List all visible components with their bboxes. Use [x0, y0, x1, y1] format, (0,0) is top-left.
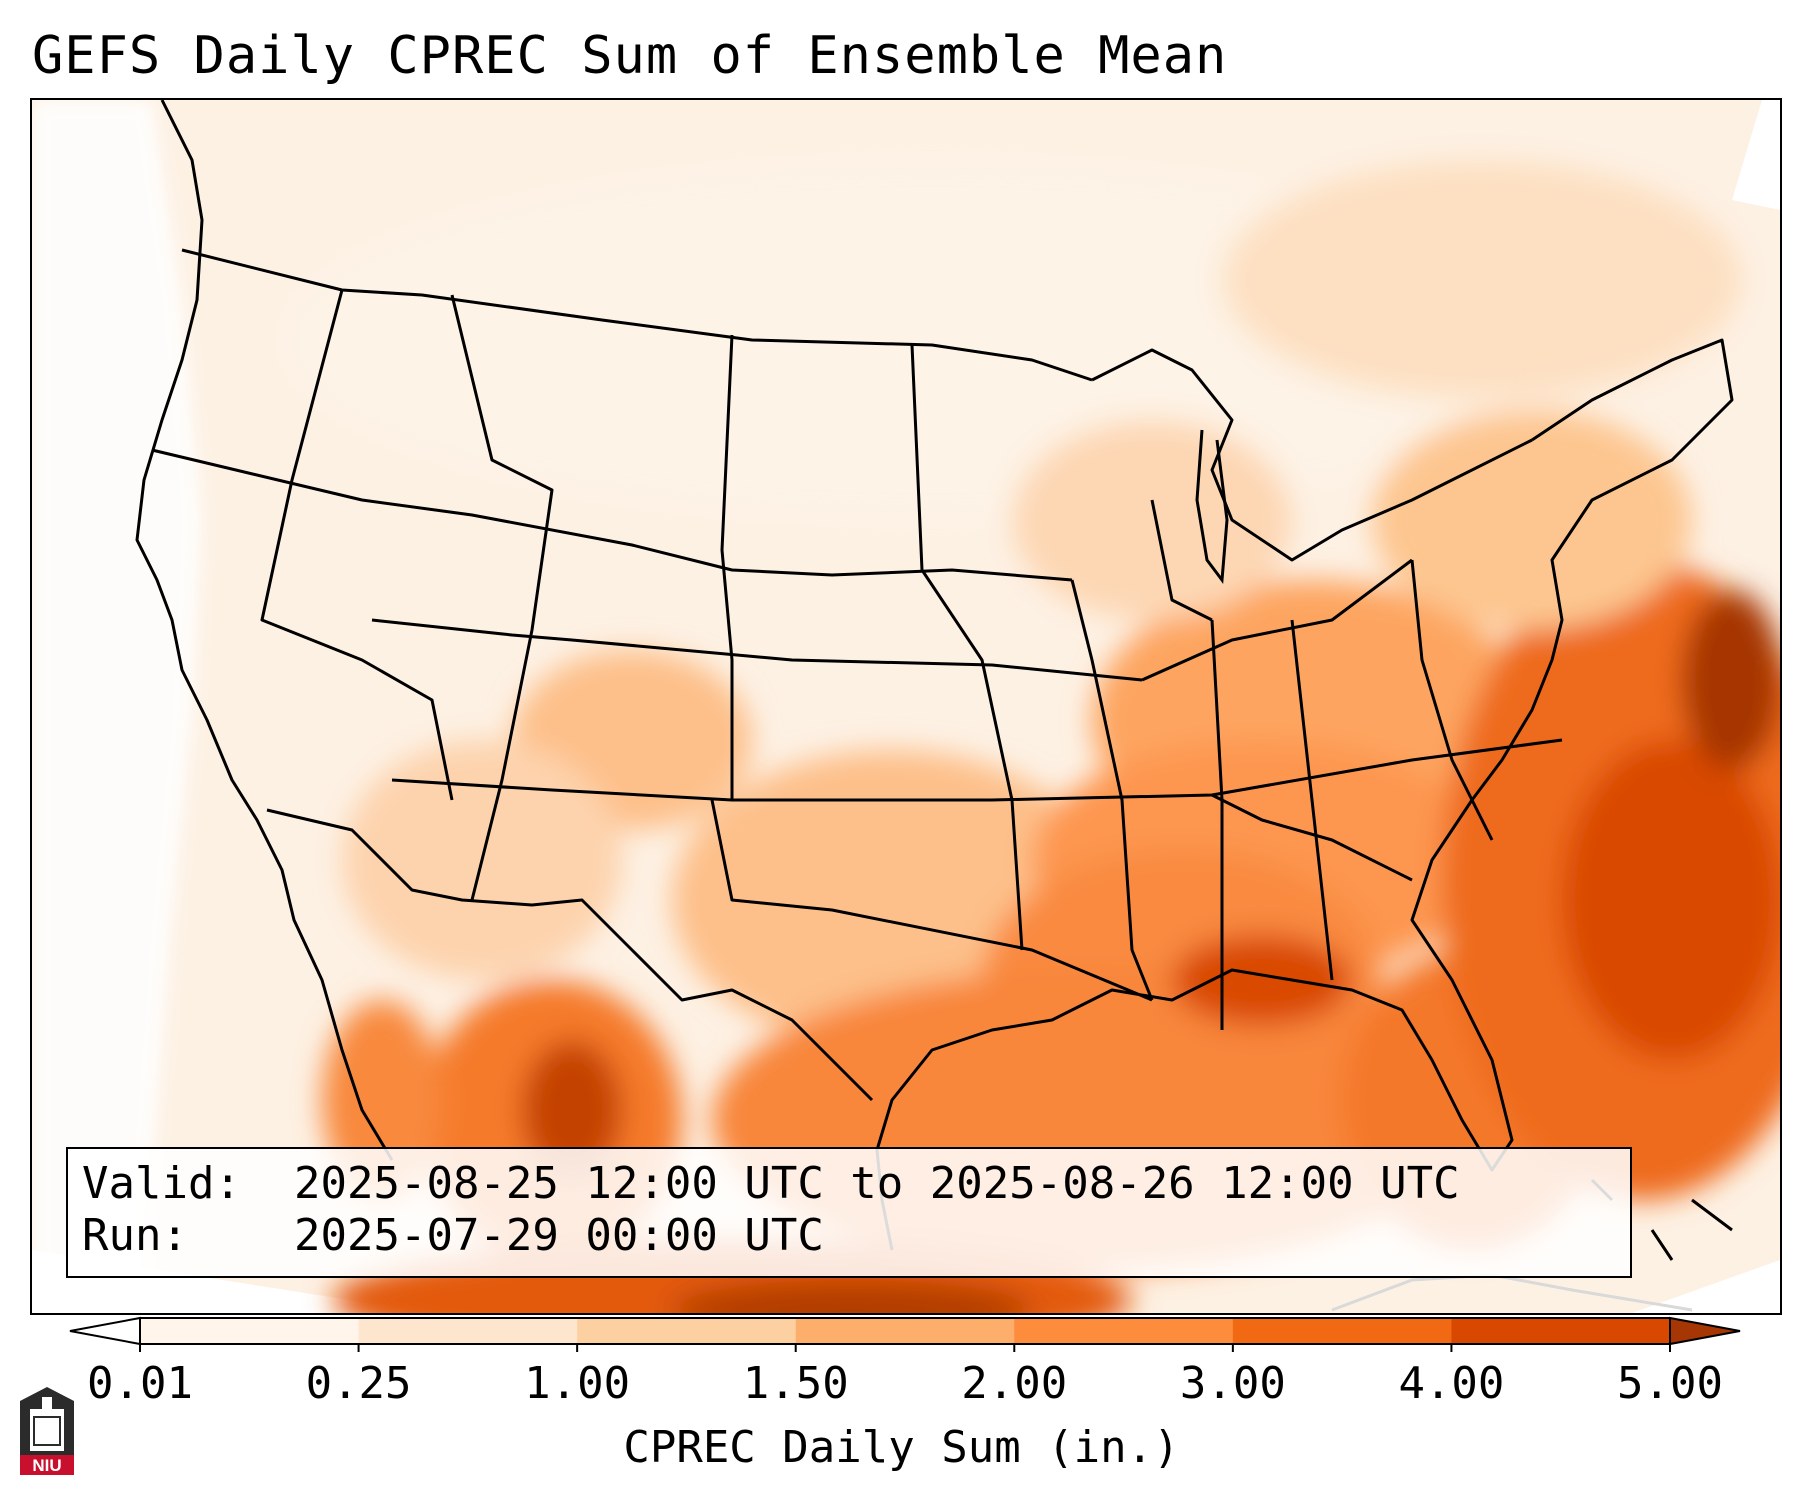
- coastline-east: [875, 338, 1734, 1251]
- state-line-12: [1410, 559, 1494, 841]
- state-line-6: [450, 294, 554, 901]
- border-mexico: [266, 808, 874, 1102]
- precip-mexico-core: [522, 1040, 622, 1180]
- colorbar-segment: [577, 1318, 797, 1344]
- colorbar-tick-label: 5.00: [1617, 1358, 1723, 1409]
- colorbar-title: CPREC Daily Sum (in.): [623, 1422, 1180, 1473]
- colorbar-tick-label: 1.00: [524, 1358, 631, 1409]
- state-line-11: [1290, 619, 1334, 981]
- colorbar-tick-label: 4.00: [1398, 1358, 1505, 1409]
- precip-map: [32, 100, 1780, 1313]
- precip-panhandle: [1172, 935, 1352, 1025]
- state-line-8: [910, 344, 1024, 951]
- colorbar-outline: [139, 1317, 1671, 1345]
- precip-atlantic-max: [1682, 590, 1780, 770]
- colorbar-under-arrow: [69, 1316, 141, 1346]
- domain-outside-right: [1732, 100, 1780, 210]
- domain-outside-left: [32, 100, 202, 1313]
- state-line-13: [1141, 558, 1413, 682]
- state-line-4: [710, 799, 1153, 1002]
- colorbar-segment: [358, 1318, 578, 1344]
- state-line-14: [1211, 793, 1413, 882]
- run-value: 2025-07-29 00:00 UTC: [294, 1210, 824, 1261]
- state-line-9: [1070, 579, 1154, 1001]
- coastline-west: [135, 100, 394, 1161]
- logo-tower: [42, 1397, 52, 1411]
- state-line-1: [151, 448, 1073, 582]
- colorbar-tick-label: 1.50: [742, 1358, 849, 1409]
- colorbar-tick-label: 0.01: [87, 1358, 193, 1409]
- colorbar-segment: [140, 1318, 360, 1344]
- lake-michigan: [1195, 429, 1229, 585]
- state-line-3: [391, 738, 1563, 802]
- valid-run-box: Valid: 2025-08-25 12:00 UTC to 2025-08-26…: [66, 1147, 1632, 1278]
- valid-value: 2025-08-25 12:00 UTC to 2025-08-26 12:00…: [294, 1158, 1460, 1209]
- run-line: Run: 2025-07-29 00:00 UTC: [82, 1209, 824, 1263]
- state-line-5: [260, 289, 454, 801]
- precip-south-bottom-core: [672, 1280, 1032, 1313]
- border-canada: [181, 248, 1093, 382]
- state-line-15: [1150, 499, 1213, 622]
- colorbar-segment: [1232, 1318, 1452, 1344]
- colorbar-tick-label: 3.00: [1179, 1358, 1286, 1409]
- boundaries: [135, 100, 1734, 1251]
- cuba-outline: [1331, 1273, 1693, 1312]
- great-lakes-shore: [1091, 348, 1533, 562]
- colorbar-over-arrow: [1669, 1316, 1741, 1346]
- logo-text: NIU: [32, 1456, 61, 1475]
- state-line-7: [720, 334, 734, 800]
- map-panel: [30, 98, 1782, 1315]
- precip-northeast: [1372, 410, 1692, 630]
- colorbar-tick-label: 0.25: [305, 1358, 412, 1409]
- colorbar-tick-label: 2.00: [961, 1358, 1068, 1409]
- valid-label: Valid:: [82, 1158, 241, 1209]
- logo-banner: [20, 1455, 74, 1475]
- colorbar-segment: [1014, 1318, 1234, 1344]
- logo-window-grid: [33, 1416, 61, 1446]
- page-title: GEFS Daily CPREC Sum of Ensemble Mean: [32, 26, 1228, 86]
- colorbar-segment: [795, 1318, 1015, 1344]
- domain-outside-bottom-right: [1632, 1260, 1780, 1313]
- colorbar: [69, 1316, 1741, 1352]
- precip-great-lakes: [1012, 420, 1292, 620]
- state-line-2: [371, 618, 1143, 682]
- colorbar-segment: [1451, 1318, 1671, 1344]
- precip-atlantic-core: [1562, 740, 1780, 1060]
- precip-canada-east: [1222, 160, 1742, 400]
- niu-logo: NIU: [20, 1387, 74, 1475]
- run-label: Run:: [82, 1210, 188, 1261]
- valid-line: Valid: 2025-08-25 12:00 UTC to 2025-08-26…: [82, 1157, 1460, 1211]
